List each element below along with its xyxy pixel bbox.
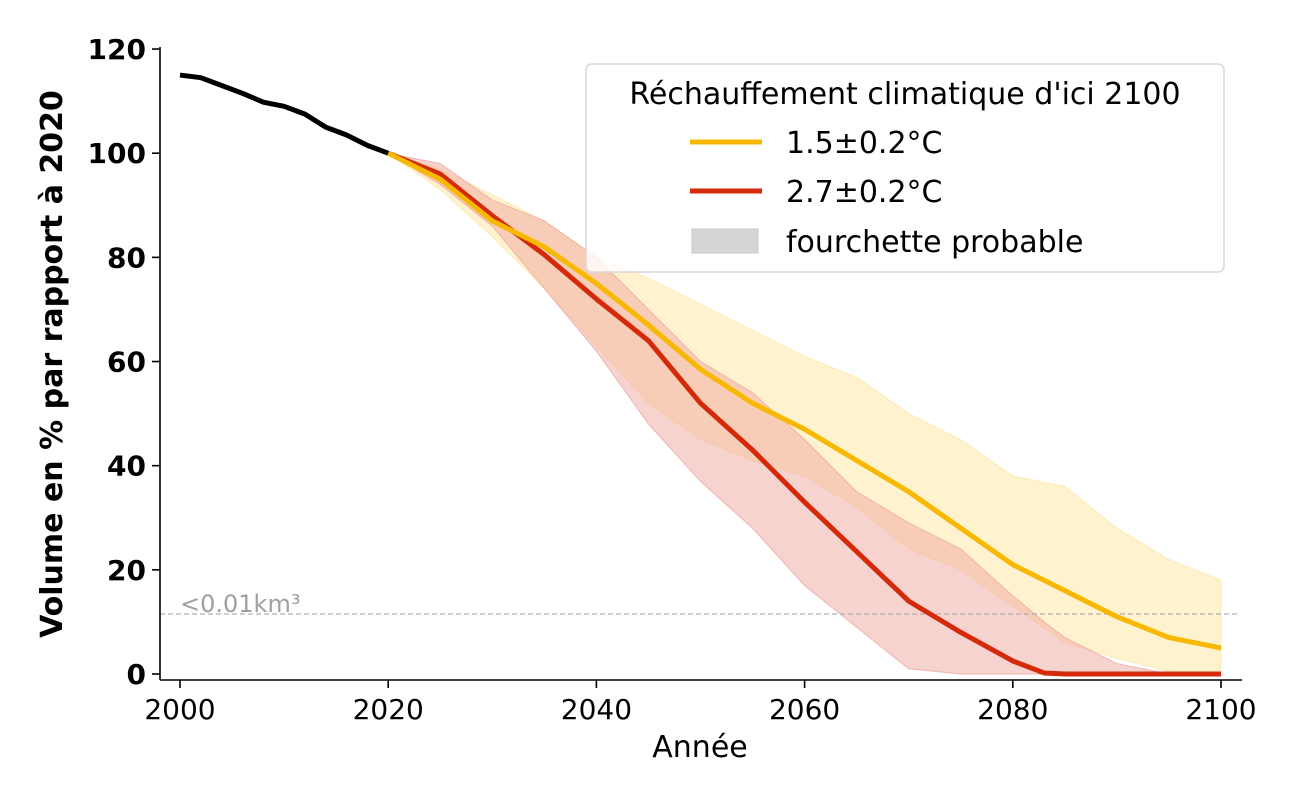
y-tick-label: 0 bbox=[127, 658, 146, 691]
y-tick-label: 80 bbox=[107, 241, 146, 274]
legend: Réchauffement climatique d'ici 2100 1.5±… bbox=[585, 63, 1225, 273]
x-tick-label: 2100 bbox=[1185, 693, 1256, 726]
line-historical bbox=[179, 72, 390, 156]
x-tick-label: 2040 bbox=[561, 693, 632, 726]
y-tick-label: 40 bbox=[107, 450, 146, 483]
x-tick-label: 2000 bbox=[144, 693, 215, 726]
legend-entry-range: fourchette probable bbox=[786, 225, 1083, 260]
y-tick-label: 20 bbox=[107, 554, 146, 587]
x-tick-label: 2060 bbox=[769, 693, 840, 726]
legend-entry-2-7: 2.7±0.2°C bbox=[786, 175, 943, 210]
x-axis-label: Année bbox=[652, 730, 747, 765]
threshold-label: <0.01km³ bbox=[180, 590, 300, 618]
line-2.7±0.2°C bbox=[387, 150, 1221, 677]
legend-swatch-range bbox=[691, 228, 759, 254]
y-tick-label: 120 bbox=[88, 33, 146, 66]
x-tick-label: 2080 bbox=[977, 693, 1048, 726]
y-tick-label: 60 bbox=[107, 346, 146, 379]
y-axis-label: Volume en % par rapport à 2020 bbox=[35, 90, 70, 638]
x-tick-label: 2020 bbox=[353, 693, 424, 726]
y-tick-label: 100 bbox=[88, 137, 146, 170]
line-1.5±0.2°C bbox=[387, 150, 1222, 651]
legend-title: Réchauffement climatique d'ici 2100 bbox=[629, 77, 1180, 112]
legend-entry-1-5: 1.5±0.2°C bbox=[786, 126, 943, 161]
series-lines bbox=[179, 72, 1222, 677]
